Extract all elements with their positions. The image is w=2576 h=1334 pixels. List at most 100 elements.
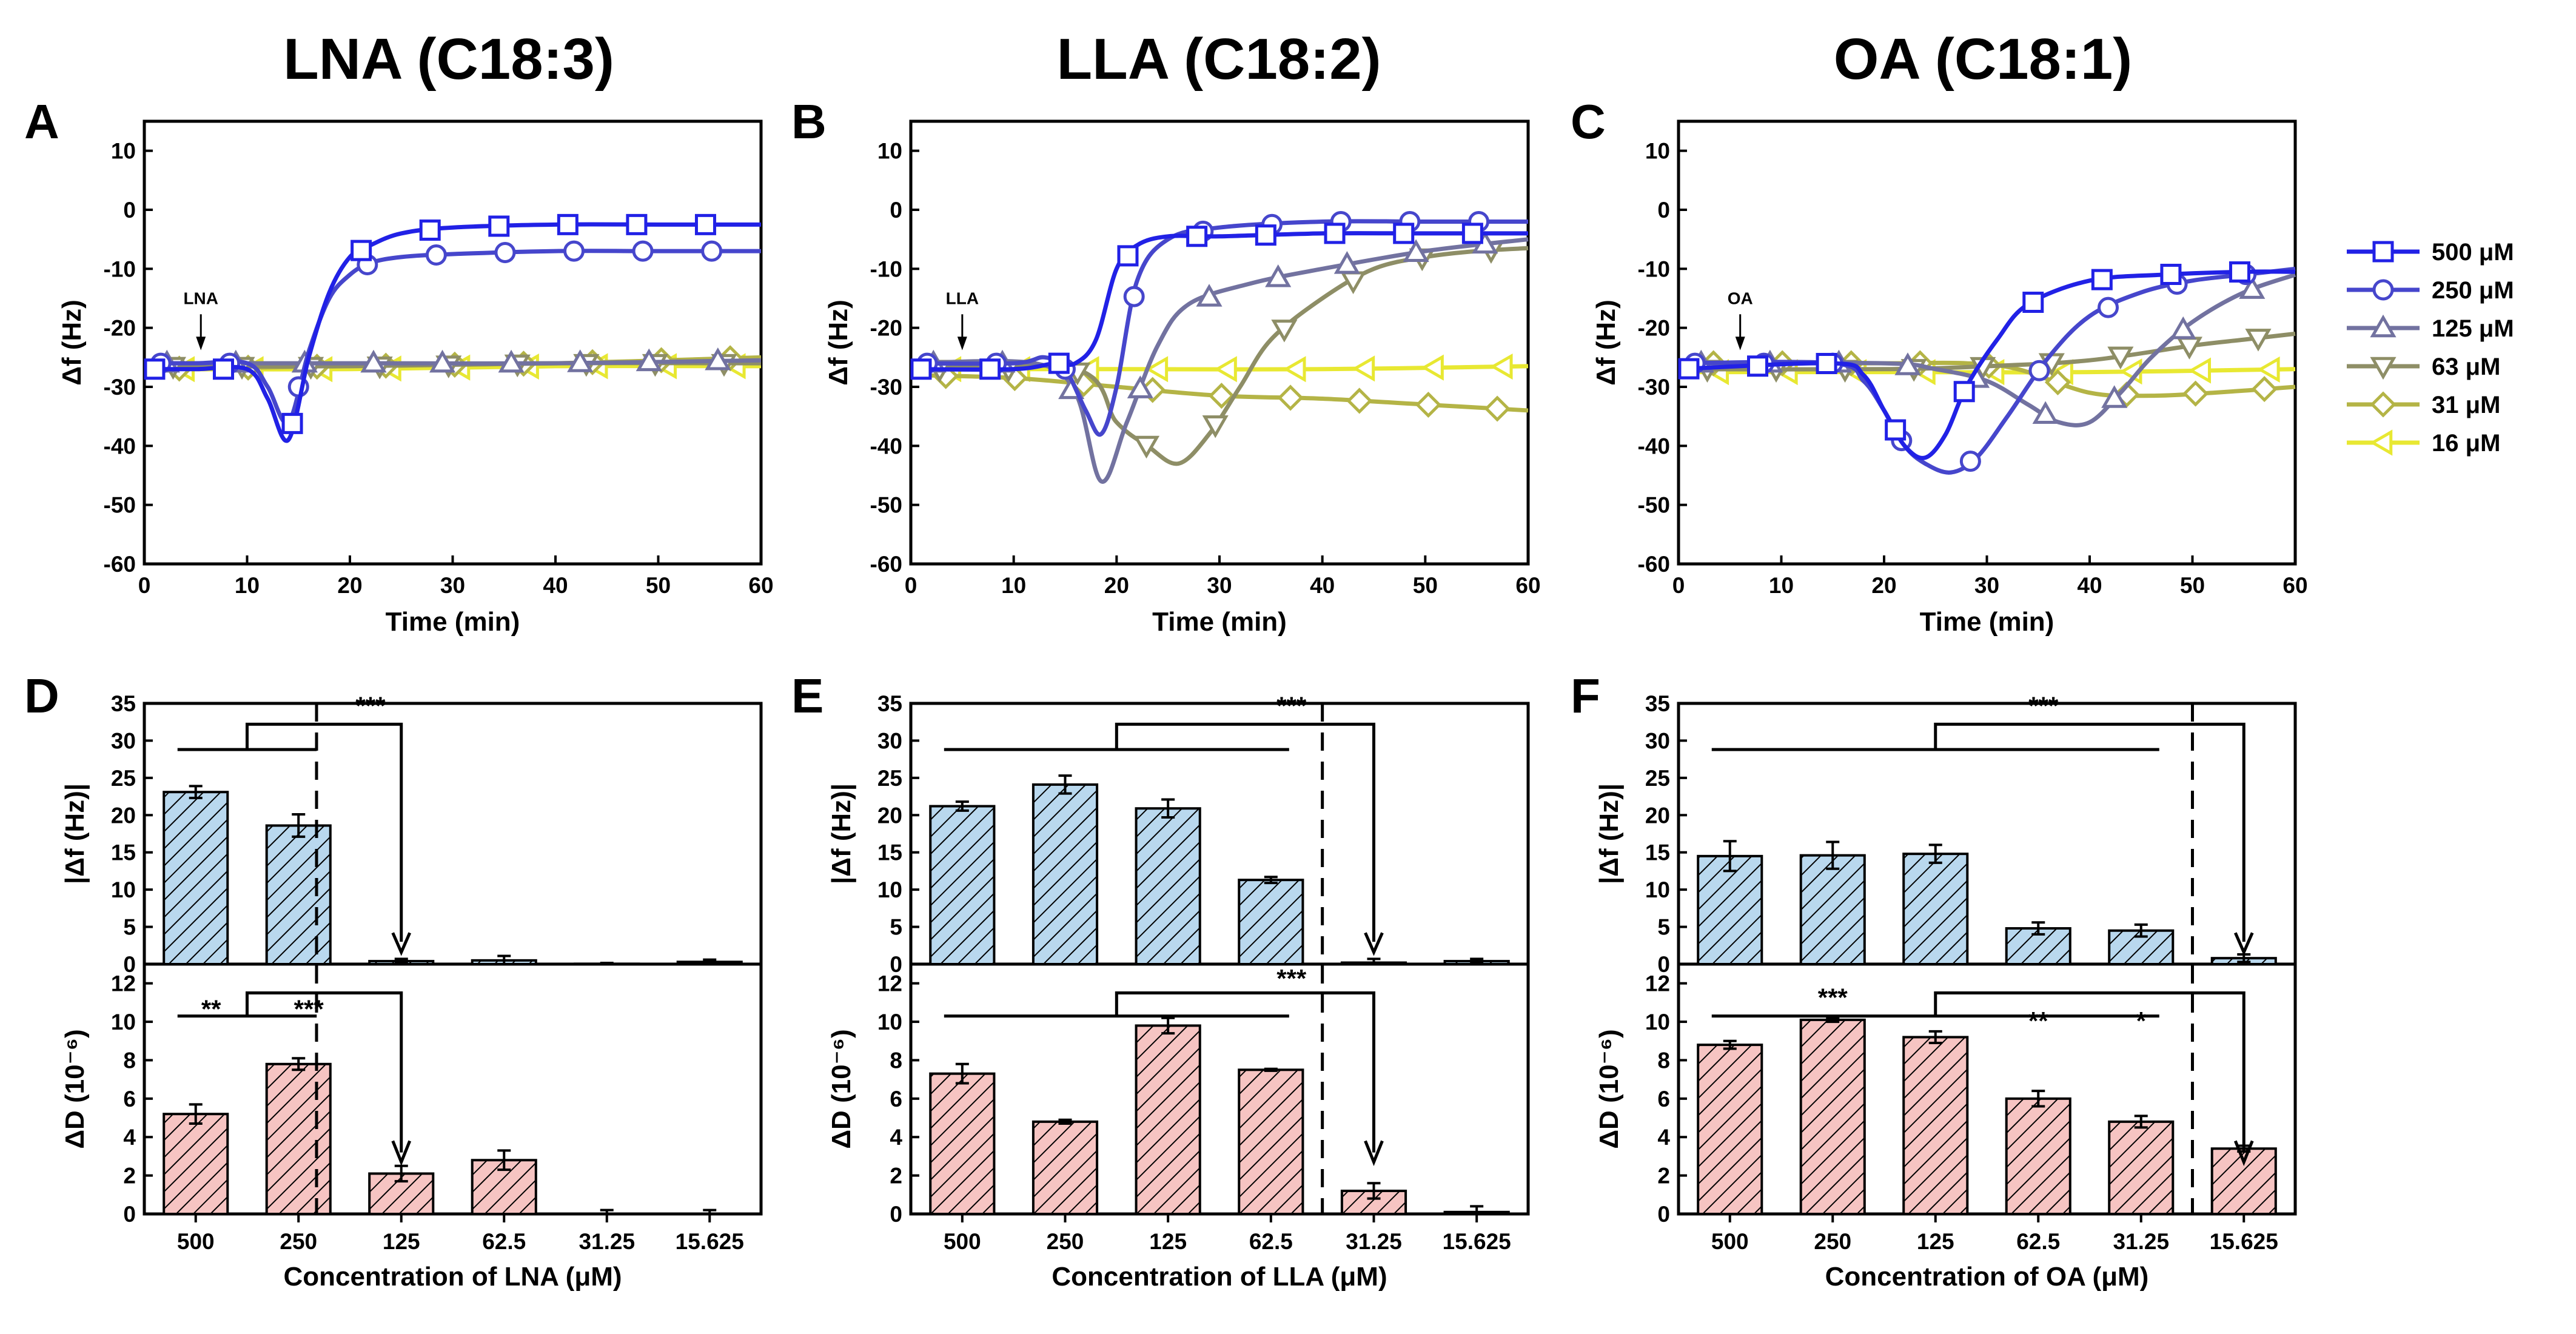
error-bar-top [2031,921,2045,936]
legend-marker [2372,241,2394,263]
bar-bottom-hatch [1136,1025,1200,1214]
y-axis-label-bottom: ΔD (10⁻⁶) [827,1029,856,1148]
bar-top-hatch [1800,855,1865,964]
y-tick-label: 5 [1657,915,1670,940]
series-marker [1953,381,1975,403]
series-marker [2044,369,2071,396]
y-tick-label: 15 [1645,840,1670,865]
y-axis-label-bottom: ΔD (10⁻⁶) [1594,1029,1624,1148]
y-tick-label: 0 [890,952,902,977]
y-tick-label: 25 [111,766,136,791]
x-tick-label: 40 [1310,573,1335,598]
series-line [144,222,761,443]
x-tick-label: 40 [2077,573,2102,598]
series-marker [1117,245,1139,267]
error-bar-bottom [497,1149,511,1171]
significance-label: * [2136,1007,2147,1035]
bar-bottom-hatch [1903,1037,1968,1214]
y-tick-label: -10 [1638,256,1670,281]
series-marker [2188,357,2211,384]
series-line [910,219,1528,437]
error-bar-top [1826,840,1840,870]
error-bar-top [394,957,408,965]
y-tick-label: 15 [111,840,136,865]
bar-panel-oa: 0 5 10 15 20 25 30 35 0 2 4 6 8 10 12 500 250 125 62.5 31.2… [1594,691,2297,1292]
error-bar-top [1723,840,1737,873]
bar-bottom-hatch [1698,1045,1762,1214]
series-marker [701,240,723,262]
plot-frame [143,702,763,1216]
series-marker [2257,356,2280,383]
y-tick-label: 2 [1657,1164,1670,1188]
y-tick-label: 12 [1645,971,1670,996]
series-marker [1885,419,1907,441]
bar-bottom-hatch [2006,1098,2070,1214]
significance-arrowhead [391,932,412,956]
series-marker [2107,346,2134,370]
series-marker [636,348,662,372]
y-tick-label: 10 [877,877,902,902]
y-tick-label: -50 [104,493,136,518]
legend-marker [2370,314,2397,338]
error-bar-top [497,954,511,965]
series-marker [1255,224,1276,246]
significance-arrowhead [391,1140,412,1167]
series-marker [2101,385,2128,408]
y-tick-label: 20 [1645,803,1670,828]
series-marker [2239,276,2266,299]
panel-title-lla: LLA (C18:2) [1056,27,1381,92]
panel-label-c: C [1571,95,1606,149]
series-marker [2160,264,2182,286]
x-axis-label: Concentration of LLA (μM) [1052,1262,1387,1292]
x-tick-label: 60 [748,573,773,598]
y-tick-label: -60 [104,552,136,577]
y-tick-label: -10 [870,256,902,281]
series-line [144,249,761,426]
y-tick-label: 15 [877,840,902,865]
error-bar-top [1058,774,1072,795]
plot-frame [1677,702,2297,1216]
series-marker [1283,356,1306,383]
series-marker [979,358,1001,380]
x-tick-label: 10 [1001,573,1026,598]
error-bar-bottom [1723,1039,1737,1050]
series-marker [281,412,303,434]
category-label: 125 [1917,1229,1954,1254]
y-tick-label: 10 [1645,139,1670,164]
y-tick-label: -20 [104,316,136,341]
y-tick-label: 12 [111,971,136,996]
series-marker [705,347,731,370]
x-tick-label: 30 [1974,573,1999,598]
x-axis-label: Concentration of LNA (μM) [283,1262,622,1292]
series-marker [1352,355,1375,382]
y-tick-label: -40 [1638,434,1670,458]
series-marker [1133,435,1160,459]
legend-marker [2370,391,2397,418]
significance-bracket [246,991,403,1153]
error-bar-top [1928,843,1942,864]
significance-bracket [1934,991,2246,1153]
series-marker [1393,223,1415,244]
bar-bottom-hatch [1800,1019,1865,1214]
y-tick-label: 12 [877,971,902,996]
series-marker [567,349,594,372]
series-marker [1484,395,1511,422]
y-axis-label: Δf (Hz) [57,300,87,386]
y-axis-label-top: |Δf (Hz)| [60,783,90,884]
x-tick-label: 50 [646,573,671,598]
y-tick-label: 0 [123,1202,136,1227]
injection-arrowhead [196,337,206,350]
error-bar-bottom [1058,1118,1072,1125]
y-tick-label: 20 [877,803,902,828]
y-tick-label: 30 [877,728,902,753]
series-marker [429,349,456,373]
bar-bottom-hatch [1239,1070,1303,1214]
legend-label: 31 μM [2432,392,2500,418]
y-tick-label: -60 [870,552,902,577]
y-tick-label: -10 [104,256,136,281]
y-tick-label: -30 [870,375,902,400]
error-bar-top [1470,957,1484,965]
y-tick-label: -60 [1638,552,1670,577]
error-bar-top [1161,798,1175,819]
error-bar-bottom [1161,1016,1175,1035]
